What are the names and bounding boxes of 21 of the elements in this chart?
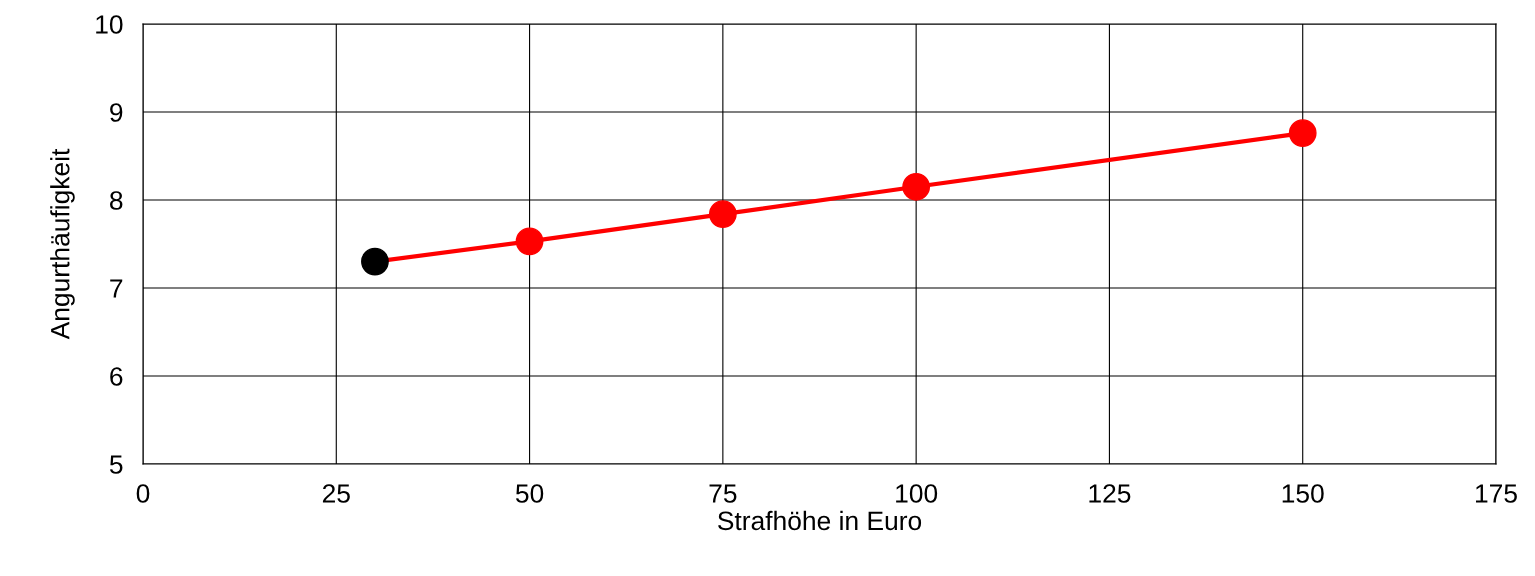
x-axis-title: Strafhöhe in Euro bbox=[718, 510, 922, 531]
y-tick-label: 7 bbox=[110, 279, 123, 298]
y-tick-label: 9 bbox=[110, 103, 123, 122]
x-tick-label: 150 bbox=[1282, 484, 1324, 503]
x-tick-label: 0 bbox=[136, 484, 150, 503]
x-tick-label: 50 bbox=[515, 484, 544, 503]
point bbox=[708, 200, 737, 228]
x-tick-label: 125 bbox=[1089, 484, 1131, 503]
y-tick-label: 10 bbox=[96, 15, 123, 34]
y-tick-label: 5 bbox=[109, 455, 123, 474]
x-tick-label: 175 bbox=[1476, 484, 1517, 503]
y-tick-label: 6 bbox=[110, 367, 123, 386]
x-tick-label: 25 bbox=[322, 484, 350, 503]
point bbox=[902, 172, 931, 201]
y-axis-title: Angurthäufigkeit bbox=[50, 148, 75, 340]
point bbox=[515, 227, 544, 256]
x-tick-label: 75 bbox=[709, 484, 737, 503]
y-tick-label: 8 bbox=[110, 191, 123, 210]
point bbox=[1288, 119, 1317, 148]
point bbox=[361, 247, 389, 276]
x-tick-label: 100 bbox=[896, 484, 938, 503]
